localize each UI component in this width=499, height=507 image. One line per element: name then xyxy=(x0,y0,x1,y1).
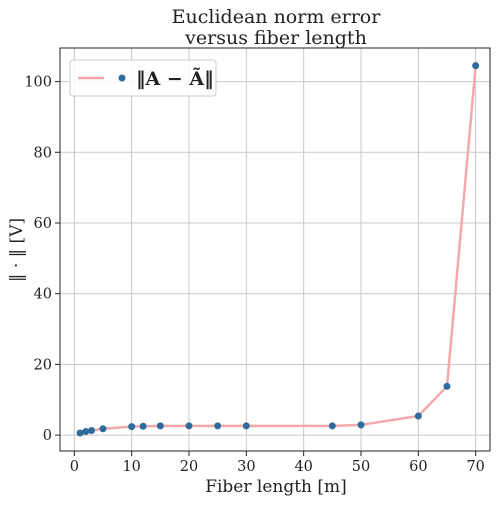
y-tick-label: 80 xyxy=(34,145,52,161)
x-tick-label: 60 xyxy=(409,459,427,475)
data-point xyxy=(82,428,90,436)
data-point xyxy=(414,412,422,420)
series-points xyxy=(76,62,480,437)
data-point xyxy=(88,426,96,434)
x-tick-label: 10 xyxy=(122,459,140,475)
series-line-path xyxy=(79,65,477,435)
chart-title-line-1: Euclidean norm error xyxy=(172,6,382,28)
x-tick-label: 0 xyxy=(70,459,79,475)
x-axis-title: Fiber length [m] xyxy=(205,477,347,497)
legend: ‖A − Ã‖ xyxy=(69,59,217,97)
data-point xyxy=(156,422,164,430)
y-axis-title: ‖ · ‖ [V] xyxy=(7,218,27,282)
data-point xyxy=(328,422,336,430)
grid-lines xyxy=(60,48,490,451)
data-point xyxy=(99,425,107,433)
y-tick-label: 0 xyxy=(43,428,52,444)
x-tick-label: 20 xyxy=(180,459,198,475)
x-tick-label: 70 xyxy=(466,459,484,475)
data-point xyxy=(214,422,222,430)
legend-marker-swatch xyxy=(118,74,126,82)
y-tick-label: 100 xyxy=(24,75,52,91)
data-point xyxy=(128,423,136,431)
data-point xyxy=(242,422,250,430)
data-point xyxy=(185,422,193,430)
data-point xyxy=(76,429,84,437)
y-tick-label: 20 xyxy=(34,357,52,373)
x-tick-label: 50 xyxy=(352,459,370,475)
chart-title-line-2: versus fiber length xyxy=(184,27,367,49)
plot-frame xyxy=(59,47,491,452)
y-axis-ticks: 0 20 40 60 80 100 xyxy=(24,75,60,444)
legend-box xyxy=(69,59,217,97)
x-tick-label: 40 xyxy=(294,459,312,475)
x-axis-ticks: 0 10 20 30 40 50 60 70 xyxy=(70,451,485,475)
series-line xyxy=(79,65,477,435)
y-tick-label: 60 xyxy=(34,216,52,232)
data-point xyxy=(139,422,147,430)
y-tick-label: 40 xyxy=(34,287,52,303)
x-tick-label: 30 xyxy=(237,459,255,475)
data-point xyxy=(472,62,480,70)
data-point xyxy=(443,382,451,390)
data-point xyxy=(357,421,365,429)
legend-label: ‖A − Ã‖ xyxy=(136,67,214,90)
